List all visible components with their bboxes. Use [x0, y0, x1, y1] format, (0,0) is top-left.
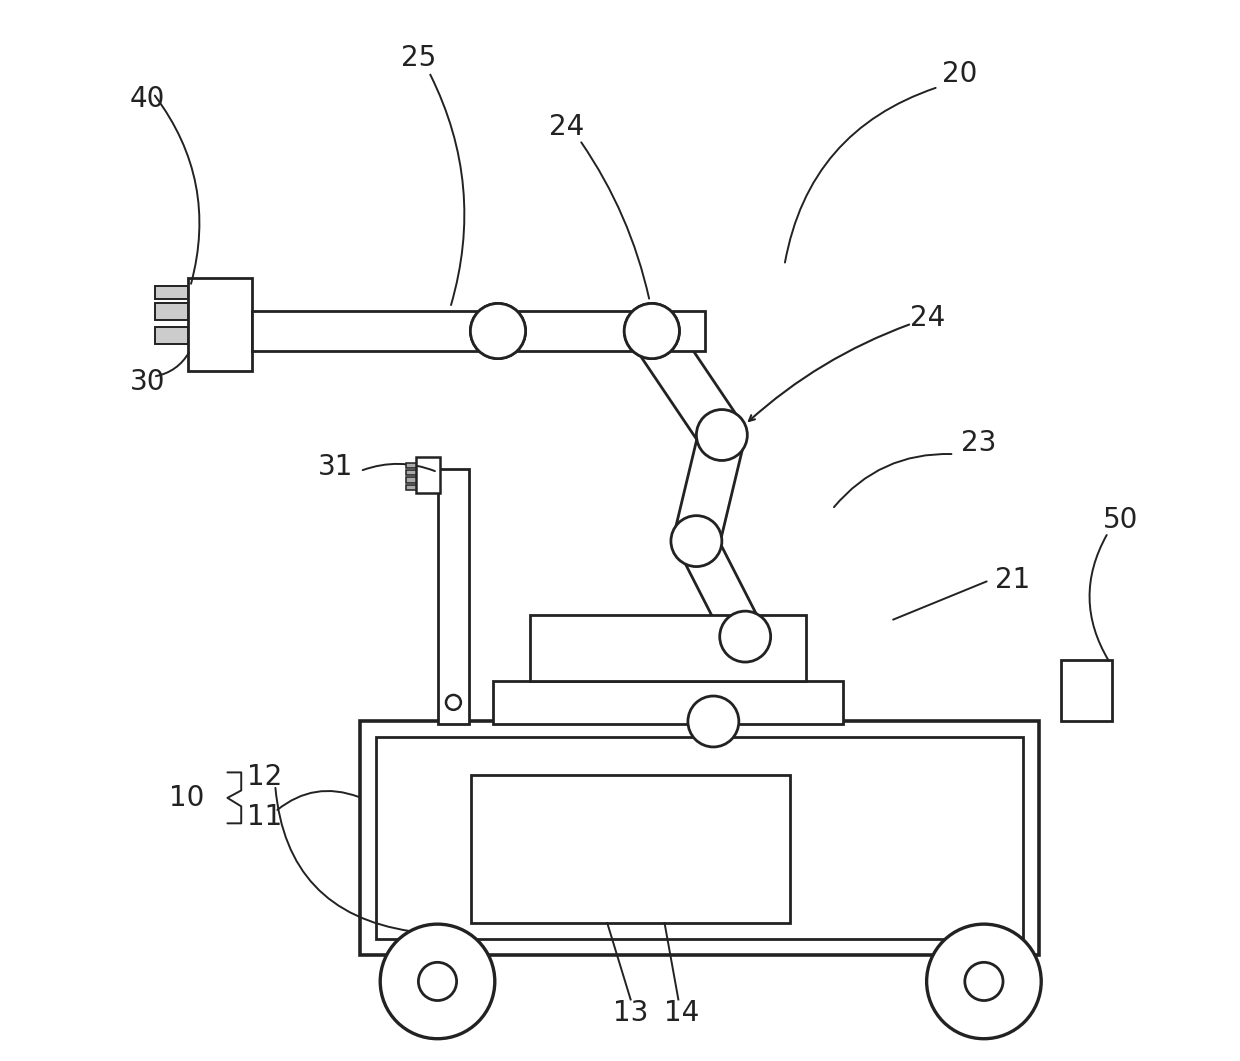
Text: 14: 14: [663, 999, 699, 1027]
Text: 25: 25: [401, 45, 436, 72]
Text: 21: 21: [994, 567, 1030, 594]
Text: 13: 13: [613, 999, 649, 1027]
Circle shape: [671, 516, 722, 567]
Circle shape: [688, 696, 739, 747]
Circle shape: [470, 303, 526, 359]
Bar: [405, 477, 417, 483]
Circle shape: [624, 303, 680, 359]
Bar: [360, 721, 1039, 955]
Circle shape: [697, 410, 748, 460]
Circle shape: [381, 924, 495, 1039]
Circle shape: [624, 303, 680, 359]
Text: 20: 20: [942, 60, 977, 88]
Bar: [155, 286, 188, 299]
Polygon shape: [694, 629, 764, 729]
Bar: [376, 737, 1023, 939]
Text: 24: 24: [549, 114, 584, 141]
Text: 50: 50: [1104, 506, 1138, 534]
Bar: [471, 775, 790, 923]
Polygon shape: [673, 430, 744, 546]
Bar: [252, 311, 704, 351]
Circle shape: [719, 611, 771, 662]
Text: 10: 10: [170, 784, 205, 812]
Bar: [155, 327, 188, 344]
Text: 31: 31: [317, 453, 353, 481]
Text: 30: 30: [130, 368, 165, 396]
Bar: [417, 457, 440, 493]
Circle shape: [446, 695, 461, 710]
Bar: [529, 615, 806, 681]
Text: 40: 40: [130, 85, 165, 112]
Text: 23: 23: [961, 430, 996, 457]
Bar: [405, 463, 417, 468]
Text: 24: 24: [910, 305, 945, 332]
Bar: [188, 278, 252, 371]
Text: 11: 11: [247, 803, 281, 831]
Circle shape: [926, 924, 1042, 1039]
Circle shape: [418, 962, 456, 1001]
Polygon shape: [632, 318, 742, 448]
Bar: [405, 470, 417, 475]
Bar: [1061, 660, 1112, 721]
Bar: [438, 469, 469, 724]
Bar: [492, 681, 843, 724]
Bar: [405, 485, 417, 490]
Text: 12: 12: [247, 763, 281, 790]
Polygon shape: [678, 532, 763, 646]
Circle shape: [965, 962, 1003, 1001]
Bar: [155, 303, 188, 320]
Circle shape: [470, 303, 526, 359]
